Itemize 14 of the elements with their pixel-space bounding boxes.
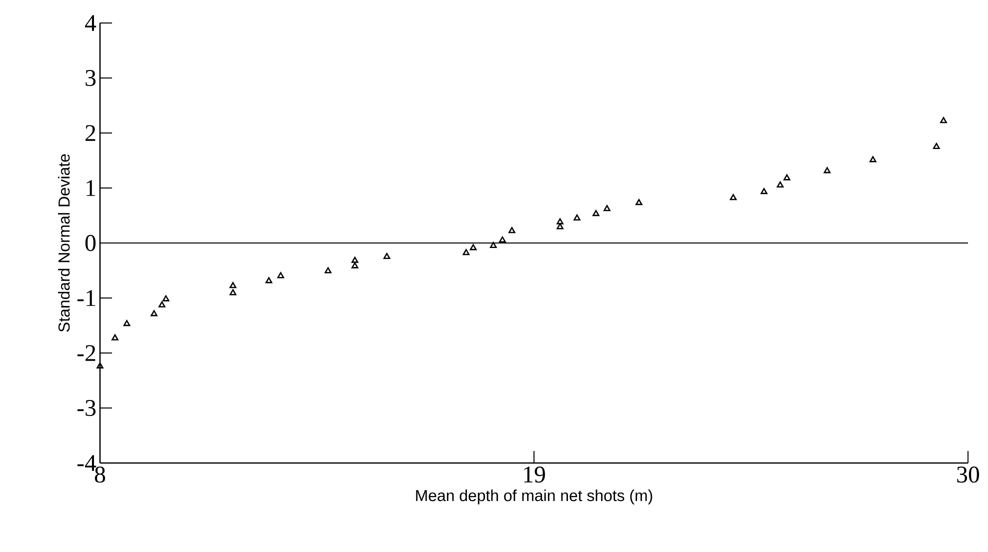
x-tick-label: 8 — [94, 466, 106, 483]
y-tick-label: 3 — [86, 70, 96, 86]
y-tick-label: 4 — [84, 15, 96, 31]
y-tick-label: -3 — [77, 400, 96, 416]
y-tick-label: -4 — [77, 455, 96, 471]
x-tick-label: 30 — [957, 466, 980, 483]
x-tick-label: 19 — [524, 466, 545, 483]
y-tick-label: -2 — [77, 345, 96, 361]
y-tick-label: 0 — [85, 234, 96, 252]
y-tick-label: 2 — [86, 125, 96, 141]
y-tick-label: 1 — [86, 180, 96, 196]
x-axis-title: Mean depth of main net shots (m) — [416, 490, 652, 504]
y-axis-title: Standard Normal Deviate — [58, 154, 70, 332]
y-tick-label: -1 — [77, 290, 96, 306]
